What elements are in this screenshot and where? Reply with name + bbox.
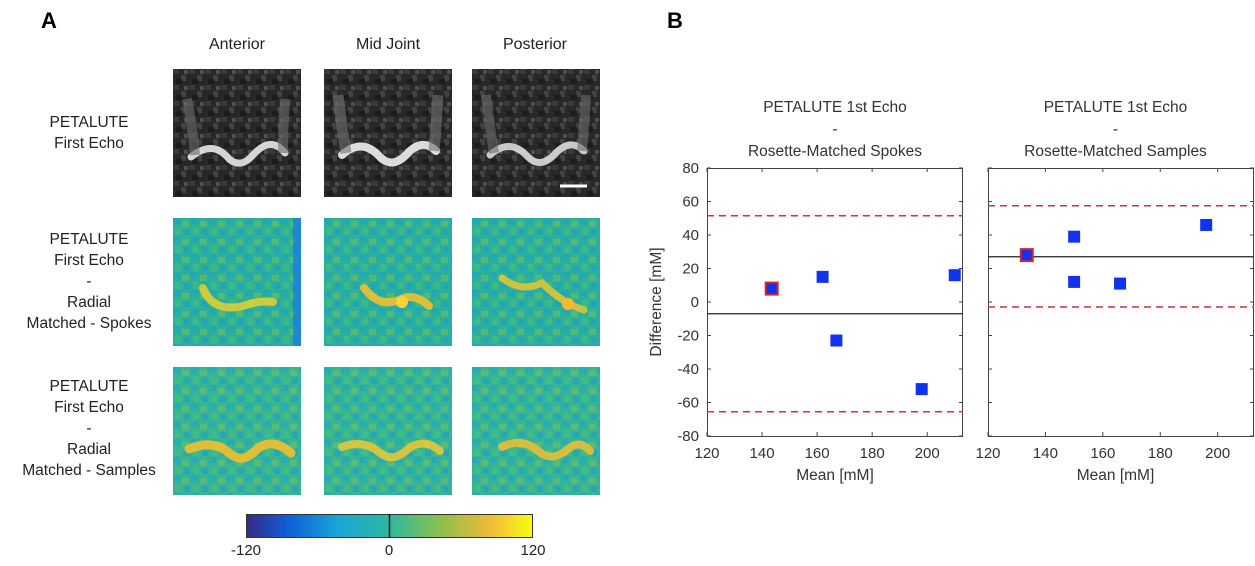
data-point	[1068, 230, 1081, 243]
chart-title-line: PETALUTE 1st Echo	[763, 99, 907, 116]
panel-b-letter: B	[667, 8, 683, 33]
row-label-line: Radial	[67, 441, 111, 458]
y-tick-label: 0	[691, 294, 699, 311]
x-tick-label: 180	[860, 445, 885, 462]
column-header-mid-joint: Mid Joint	[355, 36, 421, 53]
row-label-line: -	[86, 273, 92, 290]
row-label-line: Matched - Samples	[22, 462, 156, 479]
chart-title-line: -	[1113, 121, 1118, 138]
mri-posterior	[472, 69, 600, 197]
row-label-line: First Echo	[54, 135, 124, 152]
plot-frame	[988, 168, 1254, 437]
diff-samples-anterior	[173, 367, 301, 495]
row-label-line: PETALUTE	[49, 378, 129, 395]
y-tick-label: -20	[677, 328, 699, 345]
x-tick-label: 120	[975, 445, 1000, 462]
data-point	[948, 269, 961, 282]
y-tick-label: -60	[677, 395, 699, 412]
mri-mid-joint	[324, 69, 452, 197]
diff-spokes-posterior	[472, 218, 600, 346]
row-label-line: PETALUTE	[49, 114, 129, 131]
y-tick-label: -40	[677, 361, 699, 378]
data-point	[816, 270, 829, 283]
x-tick-label: 200	[915, 445, 940, 462]
data-point	[830, 334, 843, 347]
diff-spokes-anterior	[173, 218, 301, 346]
x-tick-label: 180	[1148, 445, 1173, 462]
y-tick-label: 80	[682, 160, 699, 177]
row-label-line: First Echo	[54, 252, 124, 269]
x-tick-label: 160	[805, 445, 830, 462]
diff-spokes-mid-joint	[324, 218, 452, 346]
row-label-samples: PETALUTE First Echo - Radial Matched - S…	[4, 376, 174, 481]
x-tick-label: 200	[1205, 445, 1230, 462]
plot-frame	[707, 168, 963, 437]
colorbar	[246, 514, 533, 538]
data-point	[1114, 277, 1127, 290]
y-tick-label: 20	[682, 261, 699, 278]
row-label-first-echo: PETALUTE First Echo	[4, 112, 174, 154]
chart-title-line: -	[832, 121, 837, 138]
row-label-line: Matched - Spokes	[26, 315, 152, 332]
x-axis-label: Mean [mM]	[1077, 467, 1155, 484]
data-point-highlighted	[764, 281, 779, 296]
x-tick-label: 160	[1090, 445, 1115, 462]
x-tick-label: 140	[750, 445, 775, 462]
diff-samples-mid-joint	[324, 367, 452, 495]
y-tick-label: 60	[682, 194, 699, 211]
row-label-line: PETALUTE	[49, 231, 129, 248]
column-header-anterior: Anterior	[208, 36, 266, 53]
colorbar-mid-label: 0	[384, 542, 394, 559]
y-tick-label: -80	[677, 428, 699, 445]
data-point	[915, 383, 928, 396]
colorbar-max-label: 120	[520, 542, 546, 559]
diff-samples-posterior	[472, 367, 600, 495]
x-tick-label: 140	[1033, 445, 1058, 462]
column-header-posterior: Posterior	[502, 36, 568, 53]
chart-title-line: Rosette-Matched Spokes	[748, 143, 922, 160]
row-label-line: Radial	[67, 294, 111, 311]
chart-title-line: PETALUTE 1st Echo	[1044, 99, 1188, 116]
row-label-spokes: PETALUTE First Echo - Radial Matched - S…	[4, 229, 174, 334]
y-tick-label: 40	[682, 227, 699, 244]
colorbar-min-label: -120	[230, 542, 262, 559]
row-label-line: First Echo	[54, 399, 124, 416]
data-point-highlighted	[1019, 248, 1034, 263]
data-point	[1200, 218, 1213, 231]
panel-a-letter: A	[41, 8, 57, 33]
x-axis-label: Mean [mM]	[796, 467, 874, 484]
x-tick-label: 120	[694, 445, 719, 462]
chart-title-line: Rosette-Matched Samples	[1024, 143, 1207, 160]
y-axis-label: Difference [mM]	[648, 247, 665, 356]
row-label-line: -	[86, 420, 92, 437]
mri-anterior	[173, 69, 301, 197]
data-point	[1068, 275, 1081, 288]
